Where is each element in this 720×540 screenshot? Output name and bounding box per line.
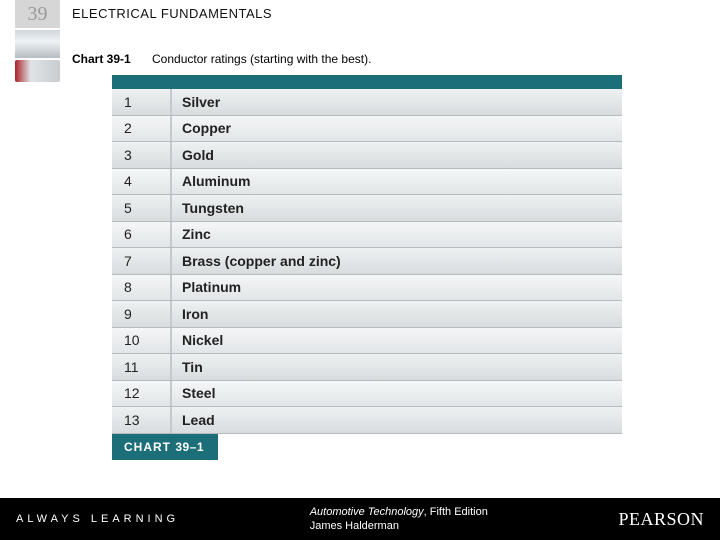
- header-row: 39 ELECTRICAL FUNDAMENTALS: [0, 0, 720, 28]
- rank-cell: 1: [112, 94, 170, 110]
- material-cell: Copper: [172, 120, 622, 136]
- book-title: Automotive Technology: [310, 506, 424, 518]
- material-cell: Nickel: [172, 332, 622, 348]
- chart-badge-label: CHART: [124, 440, 171, 454]
- material-cell: Iron: [172, 306, 622, 322]
- footer-bar: ALWAYS LEARNING Automotive Technology, F…: [0, 498, 720, 540]
- rank-cell: 4: [112, 173, 170, 189]
- material-cell: Tungsten: [172, 200, 622, 216]
- book-citation: Automotive Technology, Fifth Edition Jam…: [310, 506, 488, 532]
- conductor-table: 1Silver2Copper3Gold4Aluminum5Tungsten6Zi…: [112, 75, 622, 460]
- material-cell: Gold: [172, 147, 622, 163]
- rank-cell: 7: [112, 253, 170, 269]
- table-row: 9Iron: [112, 301, 622, 328]
- rank-cell: 11: [112, 359, 170, 375]
- chart-badge-number: 39–1: [175, 440, 204, 454]
- material-cell: Silver: [172, 94, 622, 110]
- rank-cell: 12: [112, 385, 170, 401]
- table-row: 1Silver: [112, 89, 622, 116]
- slide-page: 39 ELECTRICAL FUNDAMENTALS Chart 39-1 Co…: [0, 0, 720, 540]
- material-cell: Tin: [172, 359, 622, 375]
- rank-cell: 10: [112, 332, 170, 348]
- table-row: 13Lead: [112, 407, 622, 434]
- table-row: 6Zinc: [112, 222, 622, 249]
- decorative-thumb-1: [15, 30, 60, 58]
- table-row: 11Tin: [112, 354, 622, 381]
- rank-cell: 3: [112, 147, 170, 163]
- chart-badge: CHART 39–1: [112, 434, 218, 460]
- rank-cell: 5: [112, 200, 170, 216]
- table-row: 4Aluminum: [112, 169, 622, 196]
- table-row: 12Steel: [112, 381, 622, 408]
- book-edition: , Fifth Edition: [424, 506, 488, 518]
- table-row: 10Nickel: [112, 328, 622, 355]
- chapter-number-block: 39: [15, 0, 60, 28]
- rank-cell: 13: [112, 412, 170, 428]
- decorative-thumb-2: [15, 60, 60, 82]
- material-cell: Zinc: [172, 226, 622, 242]
- chapter-title: ELECTRICAL FUNDAMENTALS: [72, 6, 272, 21]
- chart-caption: Conductor ratings (starting with the bes…: [152, 52, 371, 66]
- table-row: 3Gold: [112, 142, 622, 169]
- material-cell: Steel: [172, 385, 622, 401]
- rank-cell: 2: [112, 120, 170, 136]
- publisher-logo-text: PEARSON: [618, 509, 704, 530]
- table-row: 2Copper: [112, 116, 622, 143]
- chart-reference: Chart 39-1: [72, 52, 131, 66]
- material-cell: Lead: [172, 412, 622, 428]
- always-learning-text: ALWAYS LEARNING: [16, 513, 179, 525]
- book-author: James Halderman: [310, 520, 488, 532]
- table-row: 8Platinum: [112, 275, 622, 302]
- table-header-bar: [112, 75, 622, 89]
- rank-cell: 6: [112, 226, 170, 242]
- material-cell: Platinum: [172, 279, 622, 295]
- rank-cell: 9: [112, 306, 170, 322]
- material-cell: Brass (copper and zinc): [172, 253, 622, 269]
- material-cell: Aluminum: [172, 173, 622, 189]
- table-row: 5Tungsten: [112, 195, 622, 222]
- table-row: 7Brass (copper and zinc): [112, 248, 622, 275]
- rank-cell: 8: [112, 279, 170, 295]
